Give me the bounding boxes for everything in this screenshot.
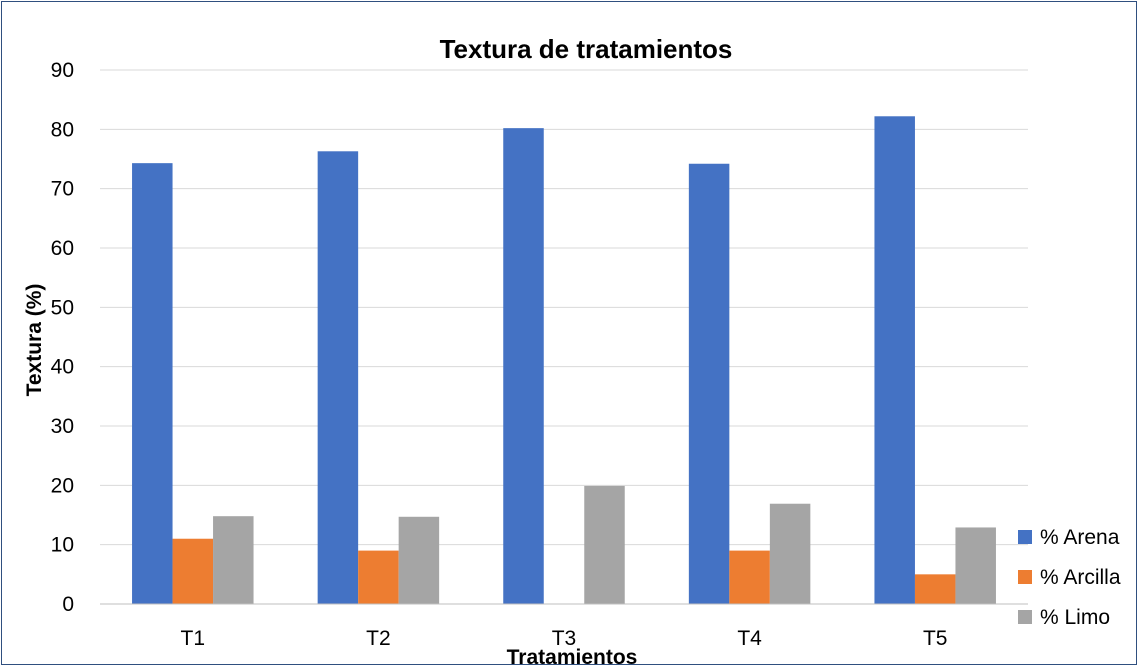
bar-limo-t1 [213,516,254,604]
bar-arena-t4 [688,163,730,604]
y-tick-label: 90 [51,59,74,82]
x-tick-label: T2 [366,627,391,650]
bar-limo-t2 [398,516,440,604]
y-tick-label: 80 [51,118,74,141]
bar-arena-t2 [317,151,359,604]
y-tick-label: 0 [62,593,74,616]
gridlines [100,69,1028,546]
bar-arcilla-t2 [358,550,399,604]
bar-limo-t4 [769,503,811,604]
x-tick-label: T3 [552,627,577,650]
bar-limo-t3 [584,485,625,604]
bar-arcilla-t5 [914,574,956,604]
x-tick-label: T5 [923,627,948,650]
legend-entry: % Arcilla [1040,566,1121,589]
bar-arena-t3 [503,128,544,604]
y-tick-label: 60 [51,237,74,260]
y-tick-label: 10 [51,534,74,557]
bar-arena-t5 [874,116,915,604]
bars [132,116,996,605]
bar-arena-t1 [132,163,173,605]
y-axis-tick-labels: 0 10 20 30 40 50 60 70 80 90 [51,59,74,616]
legend-swatch [1018,610,1032,624]
legend-swatch [1018,570,1032,584]
bar-arcilla-t4 [729,550,770,604]
y-tick-label: 20 [51,474,74,497]
x-axis-tick-labels: T1 T2 T3 T4 T5 [181,627,948,650]
y-axis-label: Textura (%) [23,284,46,397]
legend-swatch [1018,530,1032,544]
y-tick-label: 40 [51,356,74,379]
x-axis-label: Tratamientos [507,646,638,668]
bar-arcilla-t1 [172,538,214,604]
chart-title: Textura de tratamientos [440,34,733,64]
bar-limo-t5 [955,527,996,604]
x-tick-label: T4 [737,627,762,650]
legend: % Arena % Arcilla % Limo [1018,526,1121,629]
y-tick-label: 50 [51,296,74,319]
y-tick-label: 70 [51,178,74,201]
legend-entry: % Arena [1040,526,1120,549]
x-tick-label: T1 [181,627,206,650]
y-tick-label: 30 [51,415,74,438]
legend-entry: % Limo [1040,606,1110,629]
